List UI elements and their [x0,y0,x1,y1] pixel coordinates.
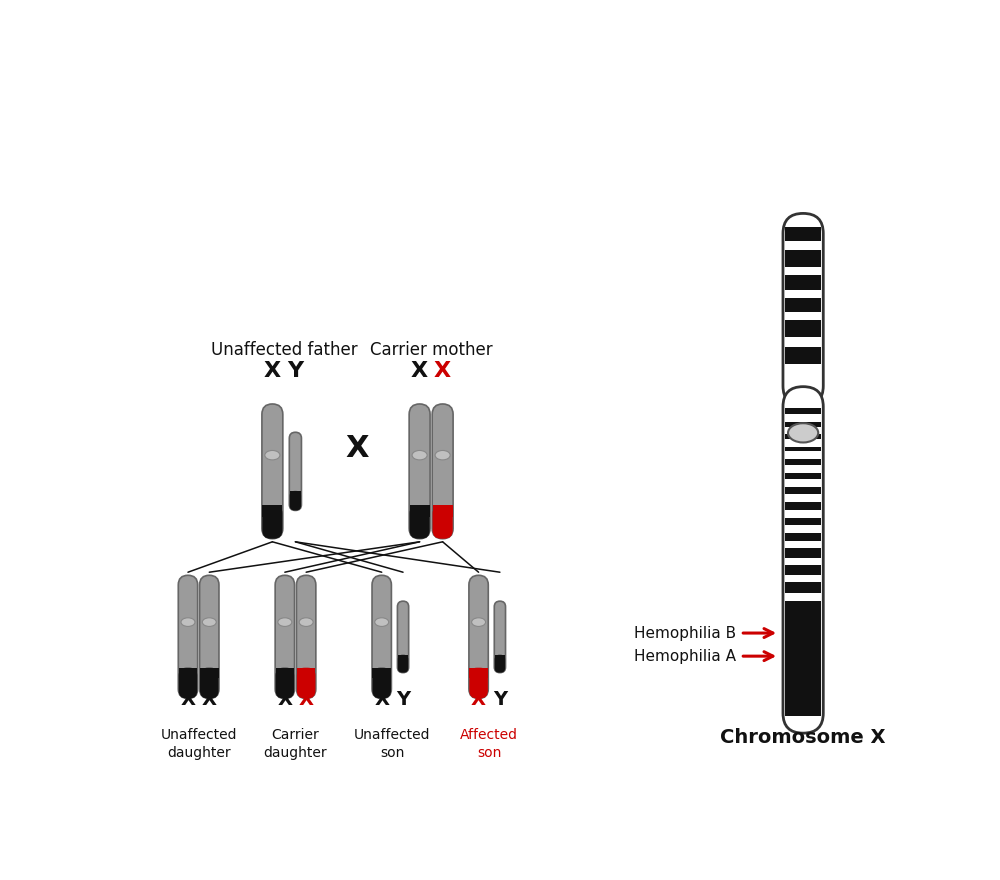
FancyBboxPatch shape [783,386,823,733]
FancyBboxPatch shape [289,432,301,510]
FancyBboxPatch shape [297,668,315,699]
FancyBboxPatch shape [495,655,505,672]
Text: X: X [202,690,217,708]
FancyBboxPatch shape [469,668,488,678]
Text: X: X [180,690,195,708]
Ellipse shape [265,451,280,460]
Bar [785,319,821,336]
FancyBboxPatch shape [783,213,823,406]
Text: X: X [374,690,389,708]
Bar [785,466,821,473]
FancyBboxPatch shape [290,491,301,498]
Bar [785,479,821,487]
Bar [785,575,821,583]
FancyBboxPatch shape [469,576,488,699]
Text: X: X [434,361,451,381]
Text: Y: Y [287,361,303,381]
Bar [785,298,821,312]
FancyBboxPatch shape [179,668,197,699]
FancyBboxPatch shape [262,404,283,539]
FancyBboxPatch shape [469,668,488,699]
Bar [785,414,821,422]
FancyBboxPatch shape [179,668,197,678]
FancyBboxPatch shape [410,505,430,539]
Text: Y: Y [493,690,507,708]
FancyBboxPatch shape [262,505,282,517]
Text: X: X [346,434,369,463]
FancyBboxPatch shape [409,404,430,539]
Text: Y: Y [396,690,410,708]
Text: Chromosome X: Chromosome X [720,728,886,746]
Ellipse shape [375,618,389,627]
FancyBboxPatch shape [200,668,219,699]
Ellipse shape [181,618,195,627]
Ellipse shape [788,423,818,443]
Ellipse shape [435,451,450,460]
FancyBboxPatch shape [290,491,301,510]
Text: Carrier
daughter: Carrier daughter [264,728,327,760]
Text: Carrier mother: Carrier mother [370,341,492,359]
Bar [785,558,821,565]
FancyBboxPatch shape [495,655,505,661]
Text: X: X [411,361,428,381]
Text: Unaffected father: Unaffected father [211,341,357,359]
FancyBboxPatch shape [372,668,391,699]
Text: Affected
son: Affected son [460,728,518,760]
Text: X: X [264,361,281,381]
Bar [785,525,821,533]
FancyBboxPatch shape [397,601,409,672]
FancyBboxPatch shape [178,576,198,699]
Bar [785,227,821,241]
FancyBboxPatch shape [432,404,453,539]
FancyBboxPatch shape [275,576,295,699]
Text: Unaffected
son: Unaffected son [354,728,431,760]
Bar [785,439,821,447]
FancyBboxPatch shape [297,668,315,678]
Text: Hemophilia B: Hemophilia B [634,626,736,641]
Bar [785,250,821,268]
Bar [785,510,821,517]
Text: X: X [471,690,486,708]
Bar [785,451,821,459]
FancyBboxPatch shape [410,505,430,517]
Bar [785,404,821,716]
FancyBboxPatch shape [398,655,408,672]
Bar [785,275,821,290]
Ellipse shape [412,451,427,460]
FancyBboxPatch shape [433,505,453,517]
Bar [785,427,821,435]
FancyBboxPatch shape [433,505,453,539]
FancyBboxPatch shape [262,505,282,539]
FancyBboxPatch shape [276,668,294,699]
FancyBboxPatch shape [398,655,408,661]
Bar [785,495,821,502]
Ellipse shape [472,618,486,627]
FancyBboxPatch shape [372,668,391,678]
Bar [785,540,821,548]
FancyBboxPatch shape [494,601,506,672]
Text: X: X [277,690,292,708]
FancyBboxPatch shape [372,576,391,699]
FancyBboxPatch shape [200,668,219,678]
Ellipse shape [202,618,216,627]
FancyBboxPatch shape [276,668,294,678]
Bar [785,348,821,364]
Text: X: X [299,690,314,708]
FancyBboxPatch shape [296,576,316,699]
Ellipse shape [278,618,292,627]
Bar [785,400,821,408]
Text: Unaffected
daughter: Unaffected daughter [160,728,237,760]
Text: Hemophilia A: Hemophilia A [634,649,736,664]
Ellipse shape [299,618,313,627]
Bar [785,593,821,601]
FancyBboxPatch shape [200,576,219,699]
